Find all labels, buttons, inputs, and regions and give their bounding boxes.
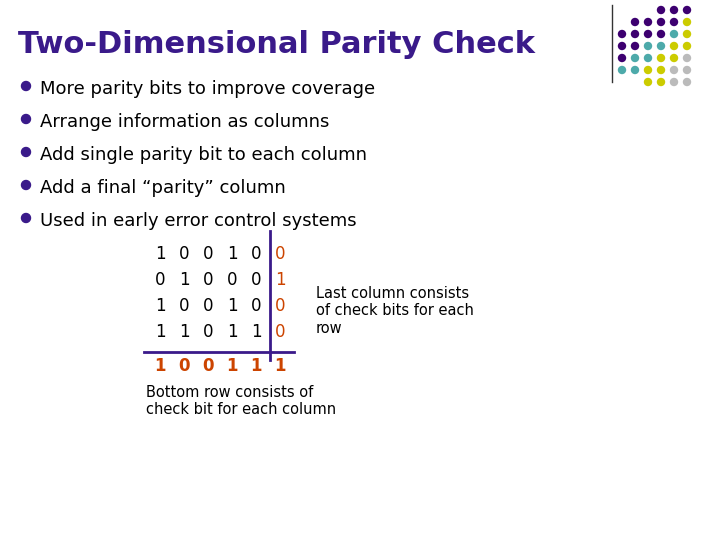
Text: 0: 0 <box>179 245 189 263</box>
Text: 1: 1 <box>179 323 189 341</box>
Circle shape <box>683 30 690 37</box>
Text: More parity bits to improve coverage: More parity bits to improve coverage <box>40 80 375 98</box>
Circle shape <box>618 55 626 62</box>
Text: 0: 0 <box>203 271 213 289</box>
Text: 1: 1 <box>227 245 238 263</box>
Circle shape <box>644 55 652 62</box>
Circle shape <box>657 55 665 62</box>
Text: 0: 0 <box>275 323 285 341</box>
Circle shape <box>631 30 639 37</box>
Circle shape <box>618 66 626 73</box>
Text: 0: 0 <box>179 357 190 375</box>
Circle shape <box>670 66 678 73</box>
Circle shape <box>657 78 665 85</box>
Circle shape <box>683 78 690 85</box>
Text: 0: 0 <box>155 271 166 289</box>
Circle shape <box>644 78 652 85</box>
Text: 1: 1 <box>155 245 166 263</box>
Circle shape <box>22 147 30 157</box>
Circle shape <box>22 114 30 124</box>
Text: 0: 0 <box>275 297 285 315</box>
Circle shape <box>683 55 690 62</box>
Text: 1: 1 <box>275 271 285 289</box>
Circle shape <box>670 78 678 85</box>
Circle shape <box>683 43 690 50</box>
Circle shape <box>670 18 678 25</box>
Text: Add a final “parity” column: Add a final “parity” column <box>40 179 286 197</box>
Text: Add single parity bit to each column: Add single parity bit to each column <box>40 146 367 164</box>
Circle shape <box>657 43 665 50</box>
Text: 0: 0 <box>251 245 261 263</box>
Circle shape <box>22 213 30 222</box>
Text: Arrange information as columns: Arrange information as columns <box>40 113 329 131</box>
Circle shape <box>657 18 665 25</box>
Circle shape <box>631 43 639 50</box>
Circle shape <box>631 55 639 62</box>
Text: 1: 1 <box>155 323 166 341</box>
Circle shape <box>644 43 652 50</box>
Circle shape <box>644 66 652 73</box>
Circle shape <box>670 55 678 62</box>
Text: 1: 1 <box>227 297 238 315</box>
Circle shape <box>670 6 678 14</box>
Circle shape <box>618 43 626 50</box>
Text: 0: 0 <box>275 245 285 263</box>
Text: 0: 0 <box>203 323 213 341</box>
Circle shape <box>644 18 652 25</box>
Circle shape <box>631 66 639 73</box>
Circle shape <box>683 18 690 25</box>
Text: 0: 0 <box>203 297 213 315</box>
Text: 1: 1 <box>227 323 238 341</box>
Circle shape <box>22 180 30 190</box>
Circle shape <box>657 66 665 73</box>
Circle shape <box>683 66 690 73</box>
Text: 0: 0 <box>227 271 238 289</box>
Text: Bottom row consists of
check bit for each column: Bottom row consists of check bit for eac… <box>146 385 336 417</box>
Text: Last column consists
of check bits for each
row: Last column consists of check bits for e… <box>316 286 474 336</box>
Text: 0: 0 <box>179 297 189 315</box>
Text: Two-Dimensional Parity Check: Two-Dimensional Parity Check <box>18 30 535 59</box>
Text: 1: 1 <box>226 357 238 375</box>
Circle shape <box>22 82 30 91</box>
Text: 1: 1 <box>274 357 286 375</box>
Text: 0: 0 <box>251 271 261 289</box>
Text: 1: 1 <box>251 357 262 375</box>
Text: Used in early error control systems: Used in early error control systems <box>40 212 356 230</box>
Text: 1: 1 <box>154 357 166 375</box>
Circle shape <box>670 43 678 50</box>
Text: 0: 0 <box>203 245 213 263</box>
Circle shape <box>657 30 665 37</box>
Text: 0: 0 <box>251 297 261 315</box>
Circle shape <box>683 6 690 14</box>
Text: 1: 1 <box>179 271 189 289</box>
Text: 1: 1 <box>251 323 261 341</box>
Circle shape <box>618 30 626 37</box>
Circle shape <box>657 6 665 14</box>
Text: 0: 0 <box>202 357 214 375</box>
Text: 1: 1 <box>155 297 166 315</box>
Circle shape <box>631 18 639 25</box>
Circle shape <box>644 30 652 37</box>
Circle shape <box>670 30 678 37</box>
